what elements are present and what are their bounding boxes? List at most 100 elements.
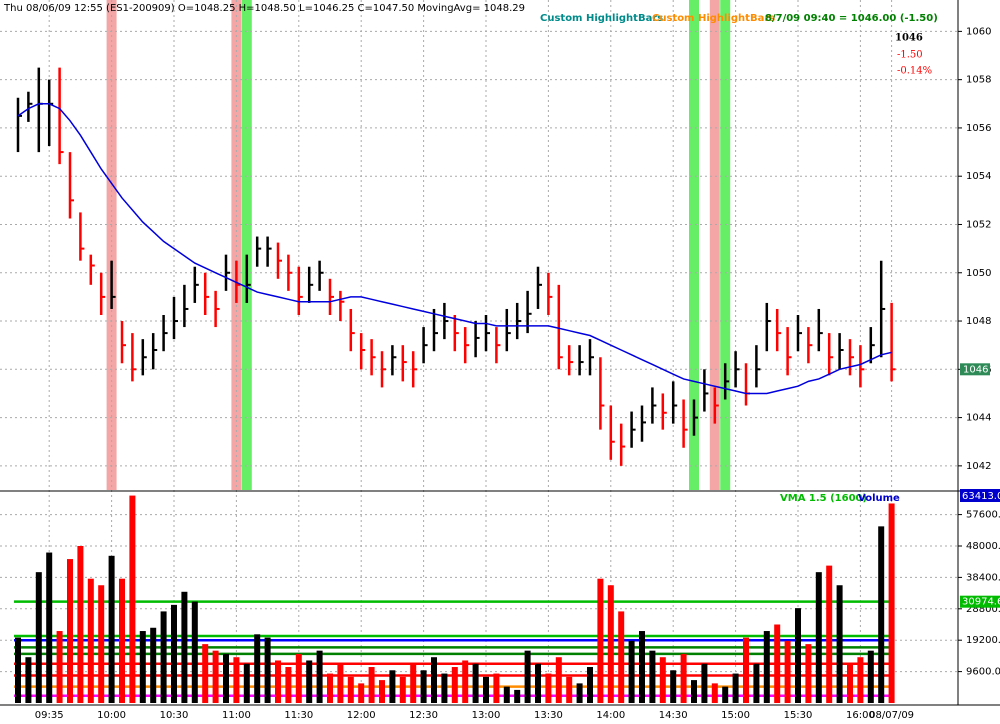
volume-bar <box>462 660 469 703</box>
volume-bar <box>743 637 749 703</box>
volume-bar <box>545 673 552 703</box>
highlight-band <box>689 0 699 490</box>
last-price-box <box>960 363 990 376</box>
last-volume-box <box>960 489 1000 502</box>
volume-bar <box>795 608 801 703</box>
volume-bar <box>202 644 209 703</box>
volume-bar <box>774 624 781 703</box>
change-pct: -0.14% <box>897 66 932 77</box>
x-tick-label: 10:00 <box>97 710 126 721</box>
y-tick-label: 1042 <box>966 461 991 472</box>
last-volume: 63413.00 <box>962 491 1000 502</box>
volume-label: Volume <box>858 493 900 504</box>
volume-bar <box>732 673 739 703</box>
volume-bar <box>722 686 729 703</box>
volume-bar <box>691 680 697 703</box>
volume-bar <box>358 683 365 703</box>
volume-bar <box>555 657 562 703</box>
volume-bar <box>836 585 843 703</box>
volume-bar <box>701 663 708 703</box>
change: -1.50 <box>897 50 923 61</box>
volume-bar <box>243 663 250 703</box>
volume-bar <box>587 667 593 703</box>
volume-bar <box>56 631 63 703</box>
volume-bar <box>639 631 645 703</box>
volume-bar <box>451 667 458 703</box>
volume-bar <box>753 663 760 703</box>
volume-bar <box>420 670 427 703</box>
y-tick-label: 1060 <box>966 26 991 37</box>
volume-bar <box>597 578 604 703</box>
x-tick-label: 14:30 <box>659 710 688 721</box>
volume-bar <box>316 650 323 703</box>
volume-bar <box>483 676 489 703</box>
x-tick-label: 14:00 <box>596 710 625 721</box>
y-tick-label: 1048 <box>966 316 991 327</box>
volume-bar <box>493 673 500 703</box>
volume-bar <box>233 657 240 703</box>
highlight-band <box>720 0 731 490</box>
volume-bar <box>472 663 479 703</box>
volume-bar <box>368 667 375 703</box>
volume-bar <box>275 660 281 703</box>
level-label-box <box>960 595 1000 608</box>
volume-bar <box>306 660 313 703</box>
volume-bar <box>223 653 229 703</box>
y-tick-label: 1054 <box>966 171 991 182</box>
volume-bar <box>254 634 261 703</box>
volume-bar <box>805 644 812 703</box>
volume-bar <box>379 680 385 703</box>
x-tick-label: 11:30 <box>284 710 313 721</box>
volume-bar <box>337 663 344 703</box>
x-tick-label: 08/07/09 <box>869 710 914 721</box>
indicator-label: Custom HighlightBars <box>540 13 663 24</box>
x-tick-label: 12:30 <box>409 710 438 721</box>
volume-bar <box>295 653 302 703</box>
volume-bar <box>108 555 115 703</box>
level-label: 30974.63 <box>962 597 1000 608</box>
y-tick-label: 1044 <box>966 413 991 424</box>
x-tick-label: 11:00 <box>222 710 251 721</box>
last-price: 1046 <box>895 33 923 44</box>
volume-bar <box>327 673 333 703</box>
volume-bar <box>878 526 885 703</box>
x-tick-label: 16:00 <box>846 710 875 721</box>
y-tick-label: 1052 <box>966 219 991 230</box>
volume-bar <box>503 686 510 703</box>
volume-bar <box>535 663 541 703</box>
header: Thu 08/06/09 12:55 (ES1-200909) O=1048.2… <box>3 3 525 14</box>
y-tick-label: 1056 <box>966 123 991 134</box>
volume-bar <box>285 667 292 703</box>
highlight-band <box>709 0 720 490</box>
x-tick-label: 15:30 <box>784 710 813 721</box>
volume-bar <box>680 653 687 703</box>
volume-bar <box>77 545 84 703</box>
volume-bar <box>763 631 770 703</box>
volume-bar <box>15 637 21 703</box>
volume-bar <box>67 559 73 703</box>
volume-bar <box>181 591 188 703</box>
volume-bar <box>46 552 53 703</box>
volume-bar <box>524 650 531 703</box>
volume-bar <box>119 578 125 703</box>
y-tick-label: 28800.00 <box>966 604 1000 615</box>
x-tick-label: 10:30 <box>160 710 189 721</box>
volume-bar <box>566 676 573 703</box>
volume-bar <box>139 631 146 703</box>
volume-bar <box>98 585 105 703</box>
moving-average <box>17 103 892 395</box>
volume-bar <box>784 640 791 703</box>
x-tick-label: 15:00 <box>721 710 750 721</box>
volume-bar <box>212 650 219 703</box>
volume-bar <box>264 637 271 703</box>
x-tick-label: 13:30 <box>534 710 563 721</box>
volume-bar <box>129 495 136 703</box>
volume-bar <box>87 578 94 703</box>
volume-bar <box>847 663 853 703</box>
y-tick-label: 57600.00 <box>966 510 1000 521</box>
volume-bar <box>431 657 437 703</box>
y-tick-label: 19200.00 <box>966 635 1000 646</box>
volume-bar <box>607 585 614 703</box>
